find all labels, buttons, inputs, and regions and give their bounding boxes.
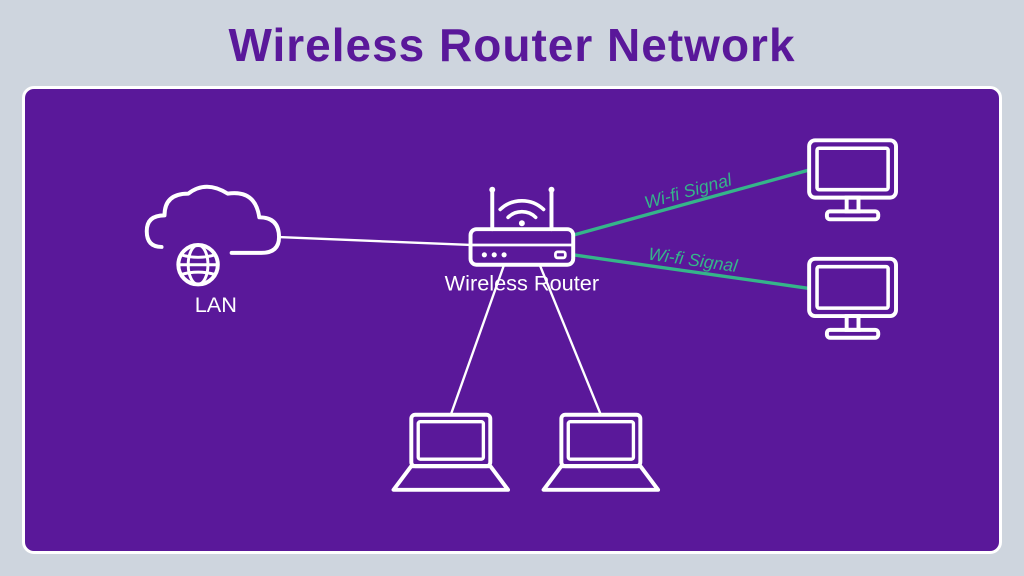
wifi-signal-label: Wi-fi Signal (642, 169, 735, 212)
page-title: Wireless Router Network (0, 0, 1024, 72)
desktop-icon (809, 140, 896, 219)
laptop-icon (394, 415, 509, 490)
wired-edge (279, 237, 471, 245)
router-icon: Wireless Router (445, 187, 599, 296)
cloud-globe-icon: LAN (147, 187, 279, 317)
node-label: Wireless Router (445, 270, 599, 295)
laptop-icon (544, 415, 659, 490)
desktop-icon (809, 259, 896, 338)
network-diagram: Wi-fi SignalWi-fi SignalLANWireless Rout… (25, 89, 999, 551)
diagram-panel: Wi-fi SignalWi-fi SignalLANWireless Rout… (22, 86, 1002, 554)
node-label: LAN (195, 292, 237, 317)
